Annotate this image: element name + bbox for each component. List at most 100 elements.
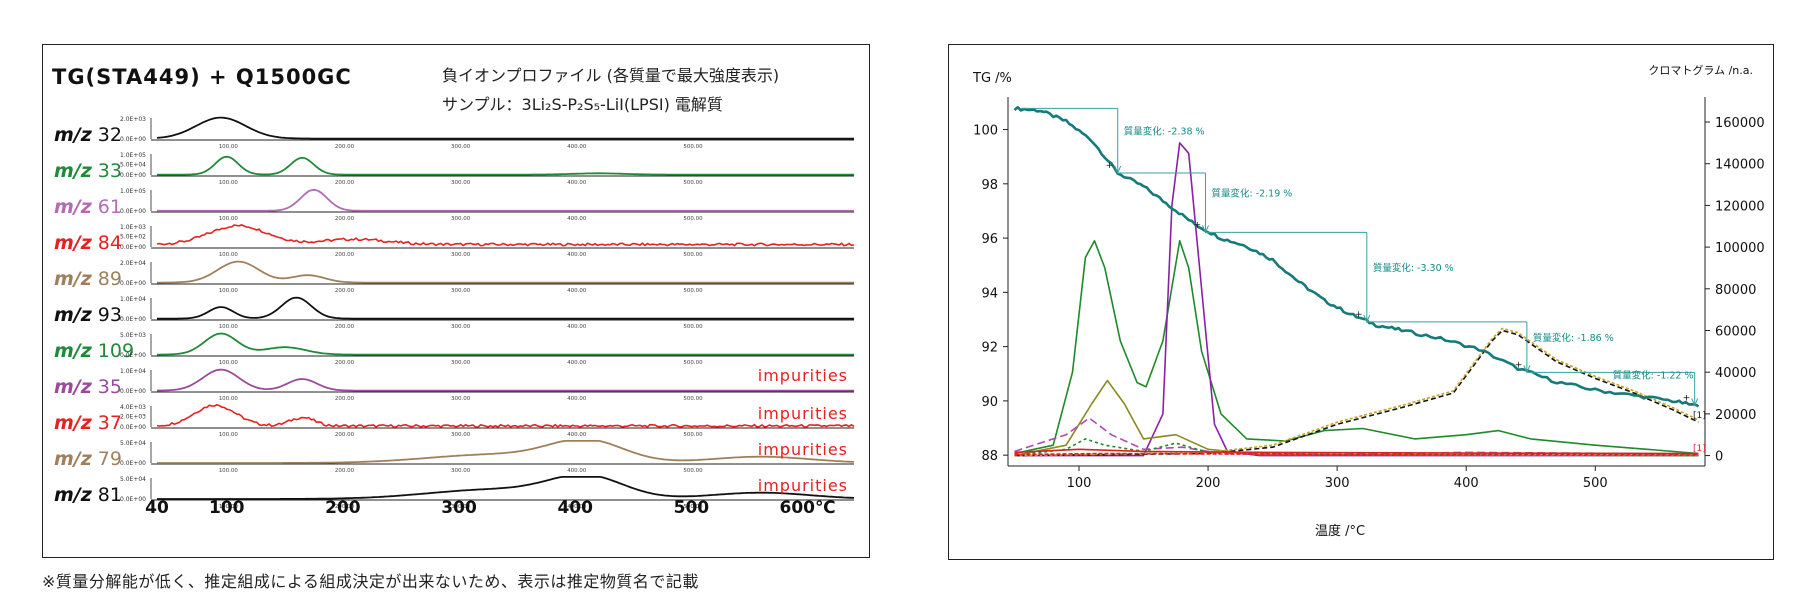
trace-xtick-label: 200.00	[335, 144, 355, 150]
trace-xtick-label: 500.00	[683, 396, 703, 402]
trace-xtick-label: 100.00	[219, 432, 239, 438]
trace-xtick-label: 200.00	[335, 432, 355, 438]
trace-label: m/z 61	[54, 196, 122, 218]
y2-tick-label: 40000	[1715, 366, 1756, 381]
x-tick-label: 100	[1067, 476, 1092, 491]
y-tick-label: 94	[981, 286, 998, 301]
trace-label-mz: m/z	[54, 124, 93, 146]
y2-axis-label: クロマトグラム /n.a.	[1648, 63, 1753, 77]
trace-ymax: 1.0E+03	[120, 224, 146, 231]
mass-change-label: 質量変化: -2.38 %	[1124, 126, 1205, 138]
chart-frame	[948, 44, 1774, 560]
trace-line	[156, 404, 855, 428]
trace-label: m/z 37	[54, 412, 122, 434]
main-xtick-label: 400	[557, 498, 593, 518]
trace-ymin: 0.0E+00	[120, 496, 146, 503]
trace-ymin: 0.0E+00	[120, 388, 146, 395]
cross-marker: +	[1355, 310, 1363, 320]
trace-row: m/z 331.0E+05 5.0E+04 0.0E+00 100.00 200.00 30…	[54, 152, 854, 186]
trace-ymax: 1.0E+04	[120, 368, 146, 375]
trace-row: m/z 795.0E+04 0.0E+00 100.00 200.00 300.00 400…	[54, 440, 855, 474]
trace-ymax: 4.0E+03	[120, 404, 146, 411]
trace-label-mass: 32	[98, 124, 122, 146]
trace-label: m/z 109	[54, 340, 134, 362]
chart-subtitle-2: サンプル：3Li₂S-P₂S₅-LiI(LPSI) 電解質	[442, 95, 723, 114]
trace-xtick-label: 200.00	[335, 288, 355, 294]
mass-change-label: 質量変化: -1.86 %	[1533, 332, 1614, 344]
main-xtick-label: 40	[145, 498, 169, 518]
trace-xtick-label: 100.00	[219, 324, 239, 330]
chromatogram-line	[1014, 329, 1699, 457]
trace-xtick-label: 400.00	[567, 216, 587, 222]
trace-xtick-label: 500.00	[683, 432, 703, 438]
mass-change-annotation: + 質量変化: -3.30 %	[1205, 231, 1454, 324]
trace-line	[157, 332, 854, 356]
trace-xtick-label: 100.00	[219, 396, 239, 402]
chromatogram-line	[1014, 327, 1699, 457]
end-marker: [1]	[1693, 444, 1706, 454]
impurities-note: impurities	[758, 476, 848, 495]
trace-ymax: 1.0E+04	[120, 296, 146, 303]
trace-xtick-label: 300.00	[451, 504, 471, 510]
y-axis-label: TG /%	[972, 71, 1012, 86]
trace-xtick-label: 400.00	[567, 252, 587, 258]
trace-line	[157, 155, 854, 176]
trace-xtick-label: 300.00	[451, 324, 471, 330]
trace-xtick-label: 300.00	[451, 396, 471, 402]
trace-label-mass: 33	[98, 160, 122, 182]
trace-row: m/z 374.0E+03 2.0E+03 0.0E+00 100.00 200.00 30…	[54, 404, 855, 438]
cross-marker: +	[1106, 161, 1114, 171]
y2-tick-label: 120000	[1715, 199, 1765, 214]
trace-ymax: 5.0E+03	[120, 332, 146, 339]
trace-label: m/z 33	[54, 160, 122, 182]
trace-row: m/z 351.0E+04 0.0E+00 100.00 200.00 300.00 400…	[54, 366, 854, 402]
main-xtick-label: 500	[674, 498, 710, 518]
y-tick-label: 100	[973, 124, 998, 139]
chart-frame	[42, 44, 870, 558]
y2-tick-label: 0	[1715, 450, 1723, 465]
trace-label-mz: m/z	[54, 160, 93, 182]
trace-xtick-label: 500.00	[683, 468, 703, 474]
trace-ymin: 0.0E+00	[120, 280, 146, 287]
trace-ymin: 0.0E+00	[120, 460, 146, 467]
trace-label-mass: 79	[98, 448, 122, 470]
trace-label: m/z 81	[54, 484, 122, 506]
mass-change-annotation: + 質量変化: -2.38 %	[1020, 107, 1205, 175]
trace-label: m/z 32	[54, 124, 122, 146]
tg-curve	[1013, 106, 1700, 408]
trace-label-mass: 84	[98, 232, 122, 254]
trace-ymax: 1.0E+05	[120, 188, 146, 195]
trace-label-mz: m/z	[54, 196, 93, 218]
trace-xtick-label: 200.00	[335, 216, 355, 222]
trace-xtick-label: 500.00	[683, 504, 703, 510]
trace-ymin: 0.0E+00	[120, 136, 146, 143]
mass-change-label: 質量変化: -1.22 %	[1613, 369, 1694, 381]
trace-ymid: 5.0E+04	[120, 162, 146, 169]
trace-ymid: 5.0E+02	[120, 234, 146, 241]
trace-label-mz: m/z	[54, 376, 93, 398]
trace-xtick-label: 500.00	[683, 288, 703, 294]
footnote: ※質量分解能が低く、推定組成による組成決定が出来ないため、表示は推定物質名で記載	[42, 572, 699, 591]
trace-ymax: 2.0E+03	[120, 116, 146, 123]
trace-label: m/z 79	[54, 448, 122, 470]
trace-xtick-label: 400.00	[567, 468, 587, 474]
arrow-head	[1691, 398, 1699, 407]
trace-xtick-label: 300.00	[451, 216, 471, 222]
trace-xtick-label: 100.00	[219, 504, 239, 510]
trace-xtick-label: 400.00	[567, 360, 587, 366]
trace-xtick-label: 100.00	[219, 288, 239, 294]
x-axis-label: 温度 /°C	[1315, 523, 1365, 539]
trace-xtick-label: 200.00	[335, 180, 355, 186]
y-tick-label: 92	[981, 341, 998, 356]
trace-label-mz: m/z	[54, 340, 93, 362]
trace-ymax: 1.0E+05	[120, 152, 146, 159]
trace-xtick-label: 300.00	[451, 144, 471, 150]
chart-subtitle-1: 負イオンプロファイル (各質量で最大強度表示)	[442, 66, 779, 85]
trace-label-mz: m/z	[54, 448, 93, 470]
trace-xtick-label: 100.00	[219, 360, 239, 366]
trace-label-mass: 81	[98, 484, 122, 506]
trace-xtick-label: 100.00	[219, 252, 239, 258]
trace-xtick-label: 100.00	[219, 180, 239, 186]
trace-row: m/z 815.0E+04 0.0E+00 100.00 200.00 300.00 400…	[54, 476, 855, 510]
